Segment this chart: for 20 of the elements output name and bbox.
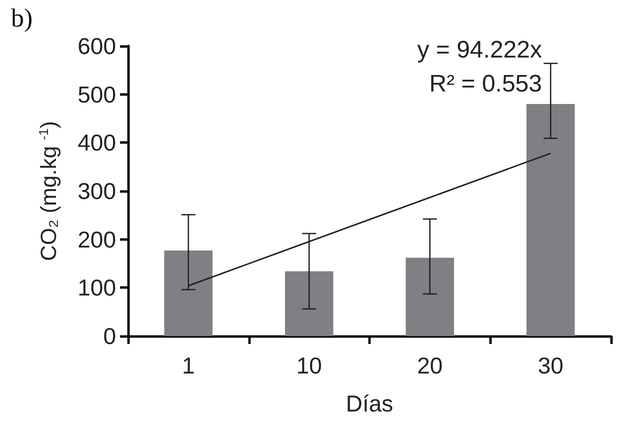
y-tick-label: 600: [78, 33, 116, 59]
bar: [406, 258, 454, 336]
chart-title: b): [11, 4, 33, 32]
x-tick-label: 1: [182, 352, 195, 378]
y-tick-label: 500: [78, 81, 116, 108]
annotation: R² = 0.553: [429, 70, 542, 98]
y-tick-label: 200: [78, 226, 116, 252]
annotation: y = 94.222x: [417, 36, 542, 64]
x-tick-label: 20: [417, 352, 443, 378]
bar: [284, 271, 334, 336]
x-axis-title: Días: [346, 390, 394, 416]
y-tick-label: 300: [78, 178, 116, 204]
x-tick-label: 30: [538, 352, 564, 378]
bar: [164, 250, 213, 336]
y-tick-label: 100: [78, 274, 116, 301]
x-tick-label: 10: [296, 352, 322, 378]
y-axis-title: CO₂ (mg.kg -1): [36, 121, 61, 261]
bar: [526, 104, 575, 336]
y-tick-label: 400: [78, 130, 116, 156]
y-tick-label: 0: [103, 323, 116, 349]
